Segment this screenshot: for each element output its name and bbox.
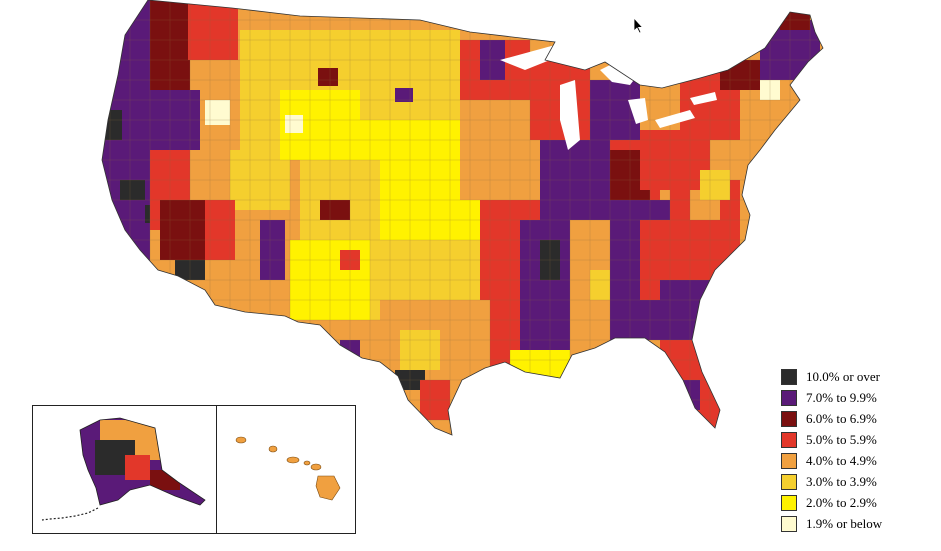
legend-swatch [781, 452, 797, 469]
legend-swatch [781, 389, 797, 406]
arrow-cursor-icon [634, 18, 644, 34]
inset-divider [216, 406, 217, 533]
legend-item: 7.0% to 9.9% [781, 387, 937, 408]
legend-swatch [781, 515, 797, 532]
legend-item: 10.0% or over [781, 366, 937, 387]
legend-label: 7.0% to 9.9% [806, 389, 877, 405]
legend-swatch [781, 368, 797, 385]
legend-label: 2.0% to 2.9% [806, 494, 877, 510]
legend-item: 1.9% or below [781, 513, 937, 534]
legend-item: 3.0% to 3.9% [781, 471, 937, 492]
contiguous-us [102, 0, 823, 435]
legend-item: 5.0% to 5.9% [781, 429, 937, 450]
legend-label: 1.9% or below [806, 515, 883, 531]
inset-frame [32, 405, 356, 534]
legend: 10.0% or over 7.0% to 9.9% 6.0% to 6.9% … [781, 366, 937, 534]
legend-label: 10.0% or over [806, 368, 881, 384]
legend-swatch [781, 473, 797, 490]
legend-label: 3.0% to 3.9% [806, 473, 877, 489]
legend-label: 5.0% to 5.9% [806, 431, 877, 447]
legend-label: 6.0% to 6.9% [806, 410, 877, 426]
legend-swatch [781, 431, 797, 448]
legend-item: 2.0% to 2.9% [781, 492, 937, 513]
legend-swatch [781, 410, 797, 427]
legend-label: 4.0% to 4.9% [806, 452, 877, 468]
legend-item: 6.0% to 6.9% [781, 408, 937, 429]
us-outline [101, 0, 824, 436]
legend-swatch [781, 494, 797, 511]
hawaii-map [235, 436, 341, 501]
legend-item: 4.0% to 4.9% [781, 450, 937, 471]
great-lakes [500, 45, 717, 150]
